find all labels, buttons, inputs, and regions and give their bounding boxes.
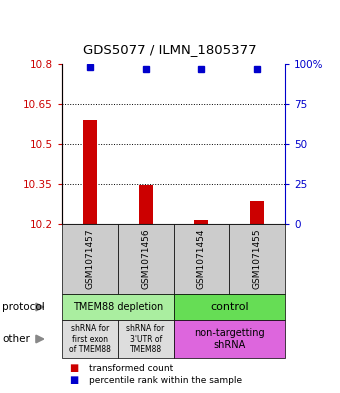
Text: percentile rank within the sample: percentile rank within the sample — [89, 376, 242, 385]
Bar — [194, 220, 208, 224]
Text: control: control — [210, 302, 249, 312]
Bar — [139, 185, 153, 224]
Text: GSM1071456: GSM1071456 — [141, 229, 150, 289]
Text: shRNA for
first exon
of TMEM88: shRNA for first exon of TMEM88 — [69, 324, 111, 354]
Text: GSM1071457: GSM1071457 — [85, 229, 95, 289]
Text: GSM1071455: GSM1071455 — [253, 229, 261, 289]
Text: TMEM88 depletion: TMEM88 depletion — [73, 302, 163, 312]
Bar — [250, 201, 264, 224]
Text: shRNA for
3'UTR of
TMEM88: shRNA for 3'UTR of TMEM88 — [126, 324, 165, 354]
Text: GDS5077 / ILMN_1805377: GDS5077 / ILMN_1805377 — [83, 43, 257, 56]
Text: other: other — [2, 334, 30, 344]
Text: ■: ■ — [69, 364, 78, 373]
Text: protocol: protocol — [2, 302, 45, 312]
Text: transformed count: transformed count — [89, 364, 173, 373]
Text: non-targetting
shRNA: non-targetting shRNA — [194, 328, 265, 350]
Bar — [83, 120, 97, 224]
Text: ■: ■ — [69, 375, 78, 386]
Text: GSM1071454: GSM1071454 — [197, 229, 206, 289]
